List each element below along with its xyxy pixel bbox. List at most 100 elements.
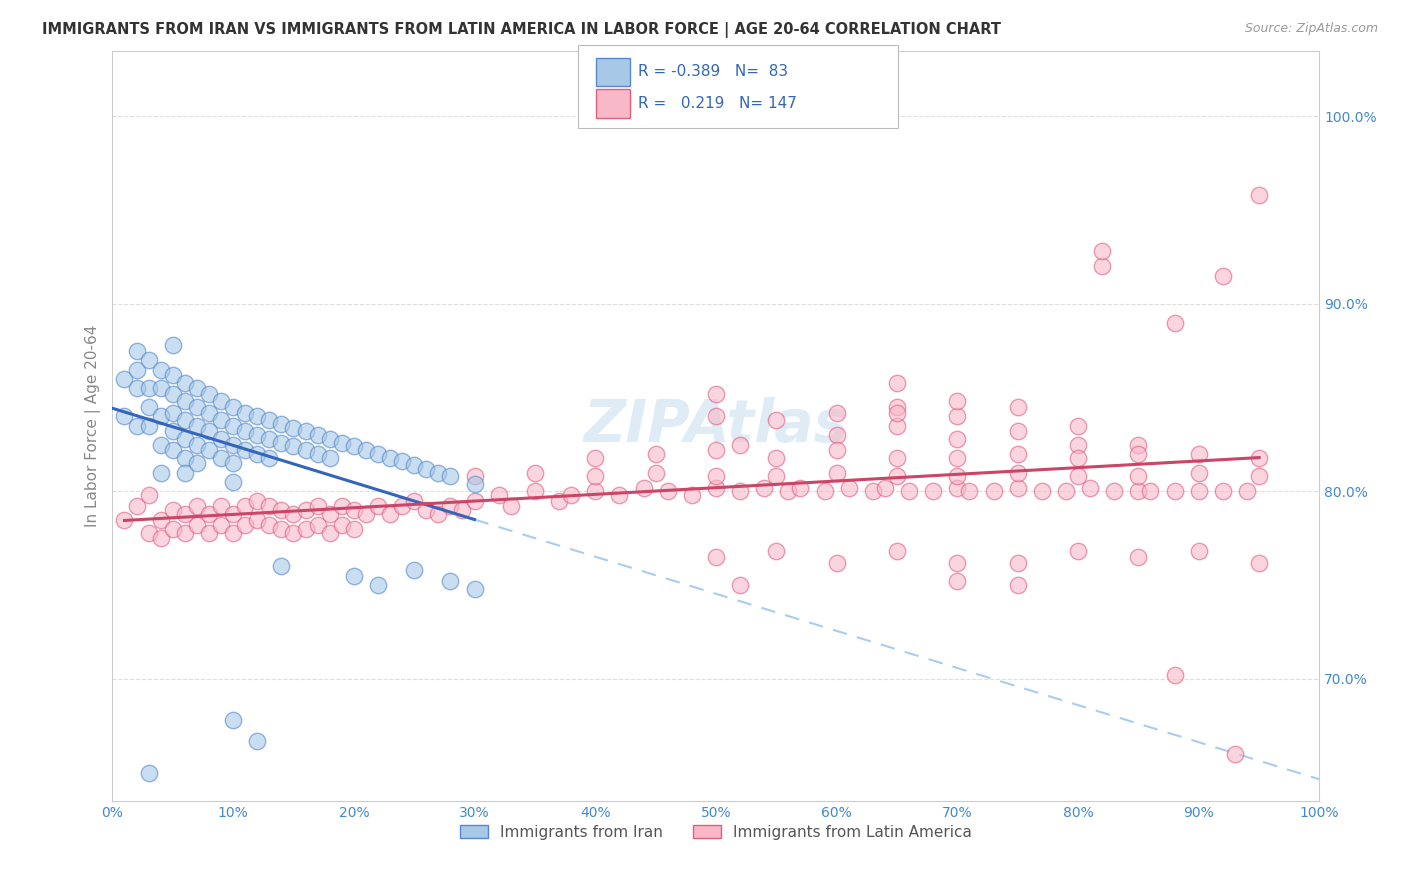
Point — [1249, 450, 1271, 465]
Point — [246, 428, 269, 442]
Point — [149, 512, 172, 526]
Point — [209, 500, 232, 514]
Point — [246, 493, 269, 508]
Point — [283, 507, 305, 521]
Point — [1223, 747, 1246, 761]
Text: R =   0.219   N= 147: R = 0.219 N= 147 — [638, 96, 797, 112]
Point — [439, 500, 461, 514]
Point — [318, 525, 340, 540]
Point — [1067, 544, 1090, 558]
Point — [1163, 484, 1185, 499]
Point — [186, 437, 208, 451]
Point — [318, 450, 340, 465]
Point — [886, 469, 908, 483]
Point — [149, 362, 172, 376]
Point — [162, 443, 184, 458]
Point — [1007, 400, 1029, 414]
Point — [162, 503, 184, 517]
Point — [222, 713, 245, 727]
Point — [294, 503, 316, 517]
Point — [825, 466, 848, 480]
Point — [138, 381, 160, 395]
Point — [209, 518, 232, 533]
Point — [246, 512, 269, 526]
Point — [1212, 484, 1234, 499]
Point — [765, 469, 787, 483]
Text: ZIPAtlas: ZIPAtlas — [583, 397, 849, 454]
Point — [138, 400, 160, 414]
Point — [404, 458, 426, 472]
Point — [222, 418, 245, 433]
Point — [233, 425, 256, 439]
Point — [463, 582, 485, 596]
Point — [898, 484, 921, 499]
Point — [294, 522, 316, 536]
Point — [270, 559, 292, 574]
Point — [233, 500, 256, 514]
Point — [343, 503, 366, 517]
Point — [307, 447, 329, 461]
Point — [1078, 481, 1101, 495]
Point — [754, 481, 776, 495]
Point — [1128, 550, 1150, 565]
Point — [198, 387, 221, 401]
Point — [1249, 556, 1271, 570]
Point — [488, 488, 510, 502]
Point — [283, 439, 305, 453]
Point — [173, 432, 195, 446]
Point — [451, 503, 474, 517]
Point — [560, 488, 582, 502]
Point — [463, 477, 485, 491]
Point — [173, 394, 195, 409]
Point — [765, 450, 787, 465]
Point — [259, 450, 281, 465]
Point — [149, 381, 172, 395]
Point — [114, 409, 136, 424]
Point — [186, 418, 208, 433]
Point — [1128, 484, 1150, 499]
Point — [1067, 469, 1090, 483]
Point — [1007, 425, 1029, 439]
Point — [657, 484, 679, 499]
Point — [162, 338, 184, 352]
Point — [138, 765, 160, 780]
Point — [983, 484, 1005, 499]
Point — [1091, 244, 1114, 259]
Point — [209, 450, 232, 465]
Point — [1163, 668, 1185, 682]
Point — [886, 400, 908, 414]
Point — [198, 525, 221, 540]
Point — [209, 394, 232, 409]
Point — [270, 435, 292, 450]
Point — [1031, 484, 1053, 499]
Point — [1007, 447, 1029, 461]
Point — [439, 469, 461, 483]
Legend: Immigrants from Iran, Immigrants from Latin America: Immigrants from Iran, Immigrants from La… — [454, 819, 979, 846]
Point — [138, 525, 160, 540]
Point — [198, 425, 221, 439]
Point — [246, 409, 269, 424]
Point — [198, 406, 221, 420]
Point — [704, 469, 727, 483]
Point — [463, 469, 485, 483]
Point — [765, 413, 787, 427]
Point — [233, 406, 256, 420]
Point — [583, 469, 606, 483]
Text: R = -0.389   N=  83: R = -0.389 N= 83 — [638, 64, 789, 79]
Point — [548, 493, 571, 508]
Point — [186, 400, 208, 414]
Point — [307, 500, 329, 514]
Point — [378, 507, 401, 521]
Point — [149, 531, 172, 545]
Point — [1212, 268, 1234, 283]
Point — [1128, 447, 1150, 461]
Point — [318, 507, 340, 521]
Point — [330, 435, 353, 450]
Point — [222, 456, 245, 470]
Point — [125, 381, 148, 395]
Point — [162, 522, 184, 536]
Point — [404, 563, 426, 577]
Y-axis label: In Labor Force | Age 20-64: In Labor Force | Age 20-64 — [86, 325, 101, 527]
Point — [946, 450, 969, 465]
Point — [173, 450, 195, 465]
